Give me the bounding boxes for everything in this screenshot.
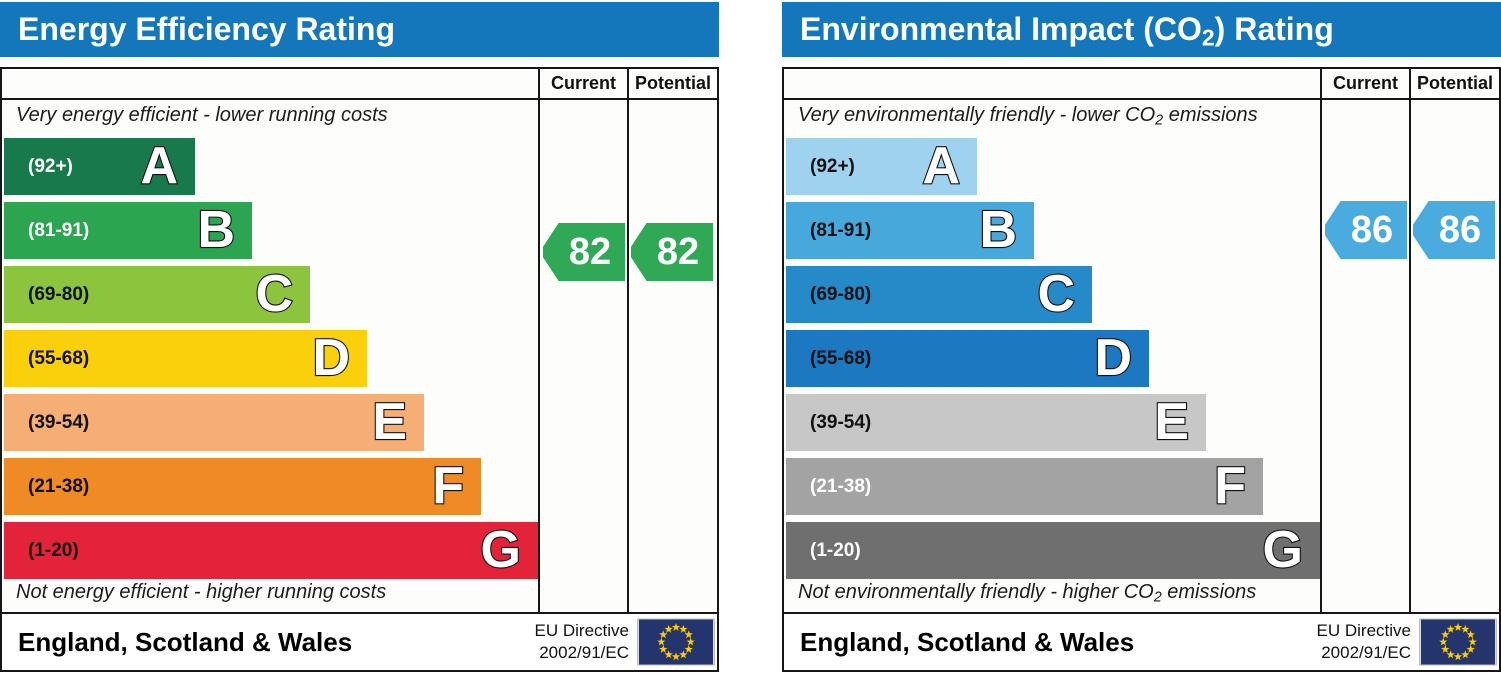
band-d: (55-68) D <box>786 328 1149 388</box>
current-rating-arrow: 82 <box>543 223 625 281</box>
band-letter: B <box>196 200 236 259</box>
eu-directive-line1: EU Directive <box>534 620 629 640</box>
caption-text: Not energy efficient - higher running co… <box>16 581 387 603</box>
band-d: (55-68) D <box>4 328 367 388</box>
column-divider <box>538 69 540 614</box>
band-letter: A <box>921 136 961 195</box>
title-text: Environmental Impact (CO <box>800 11 1202 47</box>
eu-directive-line2: 2002/91/EC <box>539 643 629 662</box>
band-e: (39-54) E <box>786 392 1206 452</box>
band-range-label: (39-54) <box>810 411 872 433</box>
current-rating-arrow: 86 <box>1325 201 1407 259</box>
footer-divider <box>2 612 717 614</box>
band-letter: E <box>1153 392 1190 451</box>
band-letter: C <box>254 264 294 323</box>
band-letter: E <box>371 392 408 451</box>
band-g: (1-20) G <box>4 520 538 580</box>
caption-text: Very environmentally friendly - lower CO <box>798 104 1156 126</box>
band-c: (69-80) C <box>4 264 310 324</box>
band-b: (81-91) B <box>4 200 252 260</box>
header-divider <box>784 98 1499 100</box>
footer-divider <box>784 612 1499 614</box>
table-footer: England, Scotland & Wales EU Directive 2… <box>784 614 1499 670</box>
caption-text: Not environmentally friendly - higher CO <box>798 581 1154 603</box>
title-text: Energy Efficiency Rating <box>18 11 395 47</box>
rating-bands: (92+) A (81-91) B (69-80) C (55-68) D (39-54… <box>4 136 538 586</box>
current-rating-value: 82 <box>568 230 612 273</box>
region-label: England, Scotland & Wales <box>18 627 353 657</box>
panel-title: Energy Efficiency Rating <box>0 2 719 57</box>
band-f: (21-38) F <box>4 456 481 516</box>
eu-directive-line2: 2002/91/EC <box>1321 643 1411 662</box>
band-range-label: (69-80) <box>810 283 872 305</box>
band-letter: F <box>431 456 465 515</box>
band-letter: D <box>1093 328 1133 387</box>
caption-text: Very energy efficient - lower running co… <box>16 104 388 126</box>
rating-table: Current Potential Very energy efficient … <box>0 67 719 672</box>
band-e: (39-54) E <box>4 392 424 452</box>
eu-flag-icon <box>637 618 715 666</box>
current-column-header: Current <box>1332 73 1398 93</box>
band-letter: F <box>1213 456 1247 515</box>
band-letter: G <box>1261 520 1304 579</box>
band-letter: C <box>1036 264 1076 323</box>
band-range-label: (92+) <box>28 155 73 177</box>
band-range-label: (81-91) <box>810 219 872 241</box>
potential-column-header: Potential <box>1416 73 1493 93</box>
band-a: (92+) A <box>786 136 977 196</box>
panel-title: Environmental Impact (CO2) Rating <box>782 2 1501 57</box>
potential-column-header: Potential <box>634 73 711 93</box>
band-range-label: (81-91) <box>28 219 90 241</box>
band-range-label: (55-68) <box>28 347 90 369</box>
column-divider <box>627 69 629 614</box>
bottom-caption: Not energy efficient - higher running co… <box>16 581 386 604</box>
caption-text-end: emissions <box>1163 104 1258 126</box>
band-letter: G <box>479 520 522 579</box>
header-divider <box>2 98 717 100</box>
top-caption: Very environmentally friendly - lower CO… <box>798 104 1258 129</box>
column-divider <box>1320 69 1322 614</box>
environmental-impact-panel: Environmental Impact (CO2) Rating Curren… <box>782 0 1501 675</box>
caption-subscript: 2 <box>1155 112 1164 129</box>
column-divider <box>1409 69 1411 614</box>
bottom-caption: Not environmentally friendly - higher CO… <box>798 581 1257 606</box>
potential-rating-value: 86 <box>1438 208 1482 251</box>
band-a: (92+) A <box>4 136 195 196</box>
current-rating-value: 86 <box>1350 208 1394 251</box>
title-subscript: 2 <box>1201 24 1215 51</box>
band-range-label: (39-54) <box>28 411 90 433</box>
band-letter: D <box>311 328 351 387</box>
top-caption: Very energy efficient - lower running co… <box>16 104 388 127</box>
potential-rating-value: 82 <box>656 230 700 273</box>
band-range-label: (1-20) <box>28 539 79 561</box>
band-f: (21-38) F <box>786 456 1263 516</box>
eu-directive-label: EU Directive 2002/91/EC <box>535 620 629 664</box>
band-range-label: (1-20) <box>810 539 861 561</box>
band-letter: B <box>978 200 1018 259</box>
table-footer: England, Scotland & Wales EU Directive 2… <box>2 614 717 670</box>
caption-text-end: emissions <box>1161 581 1257 603</box>
band-b: (81-91) B <box>786 200 1034 260</box>
eu-directive-label: EU Directive 2002/91/EC <box>1317 620 1411 664</box>
potential-rating-arrow: 86 <box>1413 201 1495 259</box>
eu-flag-icon <box>1419 618 1497 666</box>
band-range-label: (55-68) <box>810 347 872 369</box>
current-column-header: Current <box>550 73 616 93</box>
band-range-label: (21-38) <box>28 475 90 497</box>
band-g: (1-20) G <box>786 520 1320 580</box>
band-range-label: (69-80) <box>28 283 90 305</box>
eu-directive-line1: EU Directive <box>1316 620 1411 640</box>
rating-table: Current Potential Very environmentally f… <box>782 67 1501 672</box>
band-range-label: (92+) <box>810 155 855 177</box>
band-c: (69-80) C <box>786 264 1092 324</box>
region-label: England, Scotland & Wales <box>800 627 1135 657</box>
energy-efficiency-panel: Energy Efficiency Rating Current Potenti… <box>0 0 719 675</box>
band-range-label: (21-38) <box>810 475 872 497</box>
potential-rating-arrow: 82 <box>631 223 713 281</box>
caption-subscript: 2 <box>1153 589 1162 606</box>
band-letter: A <box>139 136 179 195</box>
rating-bands: (92+) A (81-91) B (69-80) C (55-68) D (39-54… <box>786 136 1320 586</box>
title-text-end: ) Rating <box>1214 11 1334 47</box>
